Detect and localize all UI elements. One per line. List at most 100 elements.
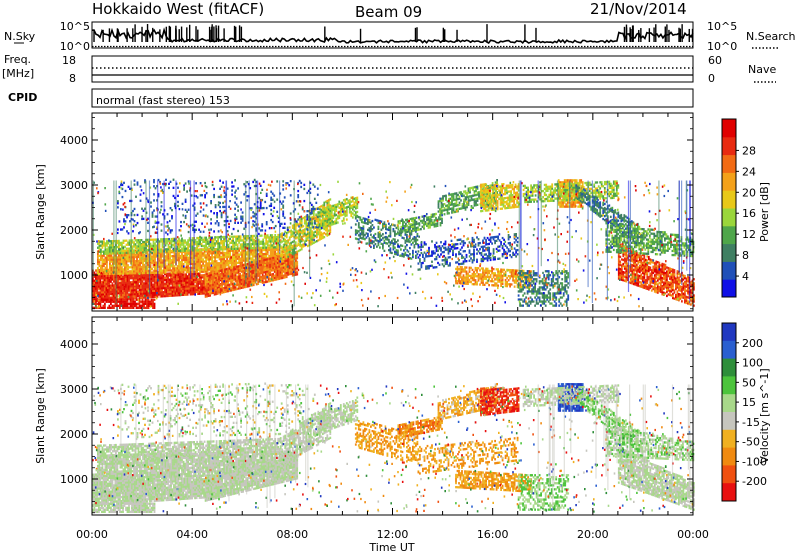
heatmap-cell xyxy=(191,278,193,282)
heatmap-cell xyxy=(251,257,254,260)
heatmap-cell xyxy=(182,279,184,282)
heatmap-cell xyxy=(164,255,167,258)
heatmap-cell xyxy=(188,279,190,282)
heatmap-cell xyxy=(242,239,245,242)
heatmap-cell xyxy=(191,266,194,269)
heatmap-cell xyxy=(200,266,203,269)
heatmap-cell xyxy=(394,224,396,227)
heatmap-cell xyxy=(134,284,136,288)
heatmap-cell xyxy=(107,282,109,285)
heatmap-cell xyxy=(152,295,154,299)
heatmap-cell xyxy=(151,255,153,258)
heatmap-cell xyxy=(113,288,115,291)
heatmap-cell xyxy=(173,280,175,283)
heatmap-cell xyxy=(143,257,146,260)
heatmap-cell xyxy=(121,272,123,275)
heatmap-cell xyxy=(209,273,211,276)
heatmap-cell xyxy=(138,290,141,293)
heatmap-cell xyxy=(229,253,231,256)
heatmap-cell xyxy=(329,198,332,201)
heatmap-cell xyxy=(140,284,142,287)
heatmap-cell xyxy=(110,280,112,283)
heatmap-cell xyxy=(203,268,206,271)
heatmap-cell xyxy=(155,281,157,284)
heatmap-cell xyxy=(108,278,111,281)
heatmap-cell xyxy=(185,264,188,268)
heatmap-cell xyxy=(154,253,156,256)
heatmap-cell xyxy=(99,285,102,288)
heatmap-cell xyxy=(98,283,100,286)
heatmap-cell xyxy=(110,268,113,271)
heatmap-cell xyxy=(127,272,129,275)
heatmap-cell xyxy=(206,258,209,261)
heatmap-cell xyxy=(146,253,149,256)
heatmap-cell xyxy=(162,278,165,282)
heatmap-cell xyxy=(106,254,108,257)
heatmap-cell xyxy=(401,244,404,247)
heatmap-cell xyxy=(110,292,112,295)
heatmap-cell xyxy=(192,289,195,292)
heatmap-cell xyxy=(125,277,127,280)
heatmap-cell xyxy=(95,287,97,290)
heatmap-cell xyxy=(119,300,121,303)
heatmap-cell xyxy=(125,293,127,296)
heatmap-cell xyxy=(127,266,129,269)
heatmap-cell xyxy=(168,290,171,293)
heatmap-cell xyxy=(96,277,99,280)
heatmap-cell xyxy=(98,258,101,262)
heatmap-cell xyxy=(113,300,115,303)
heatmap-cell xyxy=(203,292,205,295)
heatmap-cell xyxy=(179,285,181,289)
heatmap-cell xyxy=(423,227,425,230)
heatmap-cell xyxy=(179,263,182,266)
heatmap-cell xyxy=(374,237,377,240)
heatmap-cell xyxy=(385,225,387,229)
heatmap-cell xyxy=(260,234,263,237)
heatmap-cell xyxy=(137,266,140,269)
heatmap-cell xyxy=(194,258,197,261)
heatmap-cell xyxy=(138,298,141,301)
heatmap-cell xyxy=(442,197,444,200)
heatmap-cell xyxy=(140,259,143,263)
heatmap-cell xyxy=(200,264,203,267)
heatmap-cell xyxy=(129,302,132,305)
heatmap-cell xyxy=(98,295,100,298)
heatmap-cell xyxy=(149,253,152,256)
heatmap-cell xyxy=(327,201,330,204)
heatmap-cell xyxy=(173,245,176,249)
heatmap-cell xyxy=(167,292,169,296)
heatmap-cell xyxy=(149,267,152,270)
heatmap-cell xyxy=(135,284,138,288)
heatmap-cell xyxy=(198,290,201,293)
heatmap-cell xyxy=(101,260,104,263)
heatmap-cell xyxy=(167,263,170,266)
heatmap-cell xyxy=(196,270,198,273)
heatmap-cell xyxy=(152,269,155,272)
heatmap-cell xyxy=(208,252,210,255)
heatmap-cell xyxy=(218,236,221,239)
heatmap-cell xyxy=(132,302,135,305)
heatmap-cell xyxy=(118,268,120,271)
heatmap-cell xyxy=(179,291,181,295)
heatmap-cell xyxy=(134,304,136,307)
heatmap-cell xyxy=(138,274,141,277)
heatmap-cell xyxy=(195,280,198,283)
heatmap-cell xyxy=(176,282,178,285)
heatmap-cell xyxy=(172,259,174,262)
heatmap-cell xyxy=(107,284,109,288)
heatmap-cell xyxy=(118,260,120,263)
heatmap-cell xyxy=(121,260,123,263)
heatmap-cell xyxy=(182,262,185,266)
heatmap-cell xyxy=(294,241,297,244)
heatmap-cell xyxy=(128,277,130,280)
heatmap-cell xyxy=(127,254,129,257)
heatmap-cell xyxy=(229,237,231,240)
heatmap-cell xyxy=(134,300,136,303)
heatmap-cell xyxy=(179,269,182,272)
heatmap-cell xyxy=(125,283,127,286)
heatmap-cell xyxy=(153,293,156,296)
heatmap-cell xyxy=(342,219,345,222)
heatmap-cell xyxy=(171,280,174,283)
heatmap-cell xyxy=(170,292,172,295)
heatmap-cell xyxy=(153,295,156,298)
